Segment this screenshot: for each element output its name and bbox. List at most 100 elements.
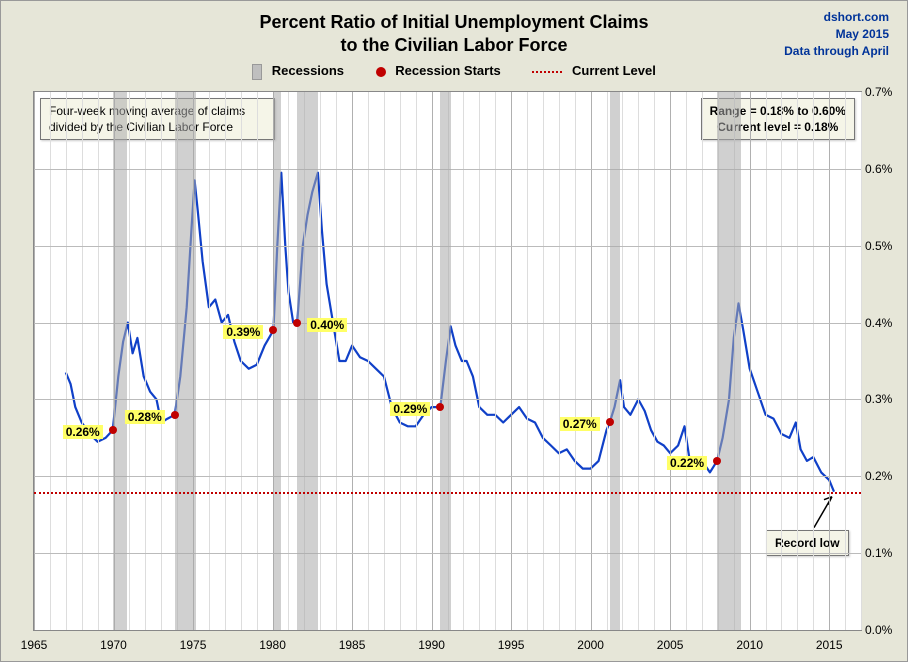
recession-start-marker — [713, 457, 721, 465]
recession-band — [610, 92, 620, 630]
grid-v — [66, 92, 67, 630]
xtick-label: 1980 — [253, 638, 293, 652]
recession-start-marker — [171, 411, 179, 419]
grid-v — [527, 92, 528, 630]
chart-title: Percent Ratio of Initial Unemployment Cl… — [1, 11, 907, 58]
xtick-label: 2015 — [809, 638, 849, 652]
grid-v — [336, 92, 337, 630]
grid-v — [129, 92, 130, 630]
grid-v — [781, 92, 782, 630]
recession-swatch-icon — [252, 64, 262, 80]
legend-recessions: Recessions — [252, 63, 344, 80]
ytick-label: 0.7% — [865, 85, 901, 99]
legend-current: Current Level — [532, 63, 655, 78]
recession-band — [175, 92, 196, 630]
grid-v — [225, 92, 226, 630]
grid-v — [607, 92, 608, 630]
ytick-label: 0.3% — [865, 392, 901, 406]
attribution-through: Data through April — [784, 43, 889, 60]
recession-band — [113, 92, 127, 630]
grid-v — [559, 92, 560, 630]
grid-v — [861, 92, 862, 630]
legend-current-label: Current Level — [572, 63, 656, 78]
legend: Recessions Recession Starts Current Leve… — [1, 63, 907, 80]
ytick-label: 0.6% — [865, 162, 901, 176]
grid-v — [50, 92, 51, 630]
recession-start-dot-icon — [376, 67, 386, 77]
grid-v — [416, 92, 417, 630]
xtick-label: 2000 — [571, 638, 611, 652]
grid-v — [638, 92, 639, 630]
recession-start-marker — [436, 403, 444, 411]
attribution-date: May 2015 — [784, 26, 889, 43]
ytick-label: 0.5% — [865, 239, 901, 253]
note-left-box: Four-week moving average of claimsdivide… — [40, 98, 275, 140]
recession-band — [273, 92, 281, 630]
grid-v — [495, 92, 496, 630]
grid-v — [654, 92, 655, 630]
grid-v — [686, 92, 687, 630]
recession-start-label: 0.40% — [307, 318, 347, 332]
grid-v — [400, 92, 401, 630]
recession-start-label: 0.29% — [390, 402, 430, 416]
grid-v — [34, 92, 35, 630]
grid-v — [161, 92, 162, 630]
legend-starts-label: Recession Starts — [395, 63, 501, 78]
xtick-label: 2005 — [650, 638, 690, 652]
grid-v — [241, 92, 242, 630]
xtick-label: 1985 — [332, 638, 372, 652]
grid-v — [145, 92, 146, 630]
xtick-label: 1970 — [94, 638, 134, 652]
grid-v — [845, 92, 846, 630]
current-level-dash-icon — [532, 71, 562, 73]
legend-recessions-label: Recessions — [272, 63, 344, 78]
title-line-1: Percent Ratio of Initial Unemployment Cl… — [1, 11, 907, 34]
grid-v — [98, 92, 99, 630]
note-left-text: Four-week moving average of claimsdivide… — [49, 104, 245, 134]
record-low-box: Record low — [766, 530, 849, 556]
ytick-label: 0.2% — [865, 469, 901, 483]
ytick-label: 0.0% — [865, 623, 901, 637]
xtick-label: 1990 — [412, 638, 452, 652]
grid-v — [766, 92, 767, 630]
grid-v — [288, 92, 289, 630]
grid-v — [702, 92, 703, 630]
ytick-label: 0.1% — [865, 546, 901, 560]
grid-v — [463, 92, 464, 630]
legend-starts: Recession Starts — [376, 63, 501, 78]
recession-start-marker — [293, 319, 301, 327]
grid-v — [575, 92, 576, 630]
grid-v — [670, 92, 671, 630]
grid-v — [320, 92, 321, 630]
xtick-label: 1975 — [173, 638, 213, 652]
xtick-label: 1995 — [491, 638, 531, 652]
grid-v — [797, 92, 798, 630]
recession-band — [440, 92, 450, 630]
chart-container: Percent Ratio of Initial Unemployment Cl… — [0, 0, 908, 662]
recession-start-label: 0.22% — [667, 456, 707, 470]
recession-start-marker — [109, 426, 117, 434]
recession-start-marker — [606, 418, 614, 426]
grid-v — [82, 92, 83, 630]
grid-v — [368, 92, 369, 630]
grid-v — [543, 92, 544, 630]
recession-band — [297, 92, 318, 630]
recession-start-marker — [269, 326, 277, 334]
plot-area: Four-week moving average of claimsdivide… — [33, 91, 862, 631]
ytick-label: 0.4% — [865, 316, 901, 330]
recession-start-label: 0.28% — [125, 410, 165, 424]
attribution: dshort.com May 2015 Data through April — [784, 9, 889, 59]
grid-v — [622, 92, 623, 630]
grid-v — [384, 92, 385, 630]
grid-v — [750, 92, 751, 630]
grid-v — [432, 92, 433, 630]
attribution-site: dshort.com — [784, 9, 889, 26]
recession-band — [717, 92, 741, 630]
grid-v — [511, 92, 512, 630]
grid-v — [813, 92, 814, 630]
title-line-2: to the Civilian Labor Force — [1, 34, 907, 57]
recession-start-label: 0.26% — [63, 425, 103, 439]
recession-start-label: 0.27% — [560, 417, 600, 431]
grid-v — [591, 92, 592, 630]
grid-v — [829, 92, 830, 630]
